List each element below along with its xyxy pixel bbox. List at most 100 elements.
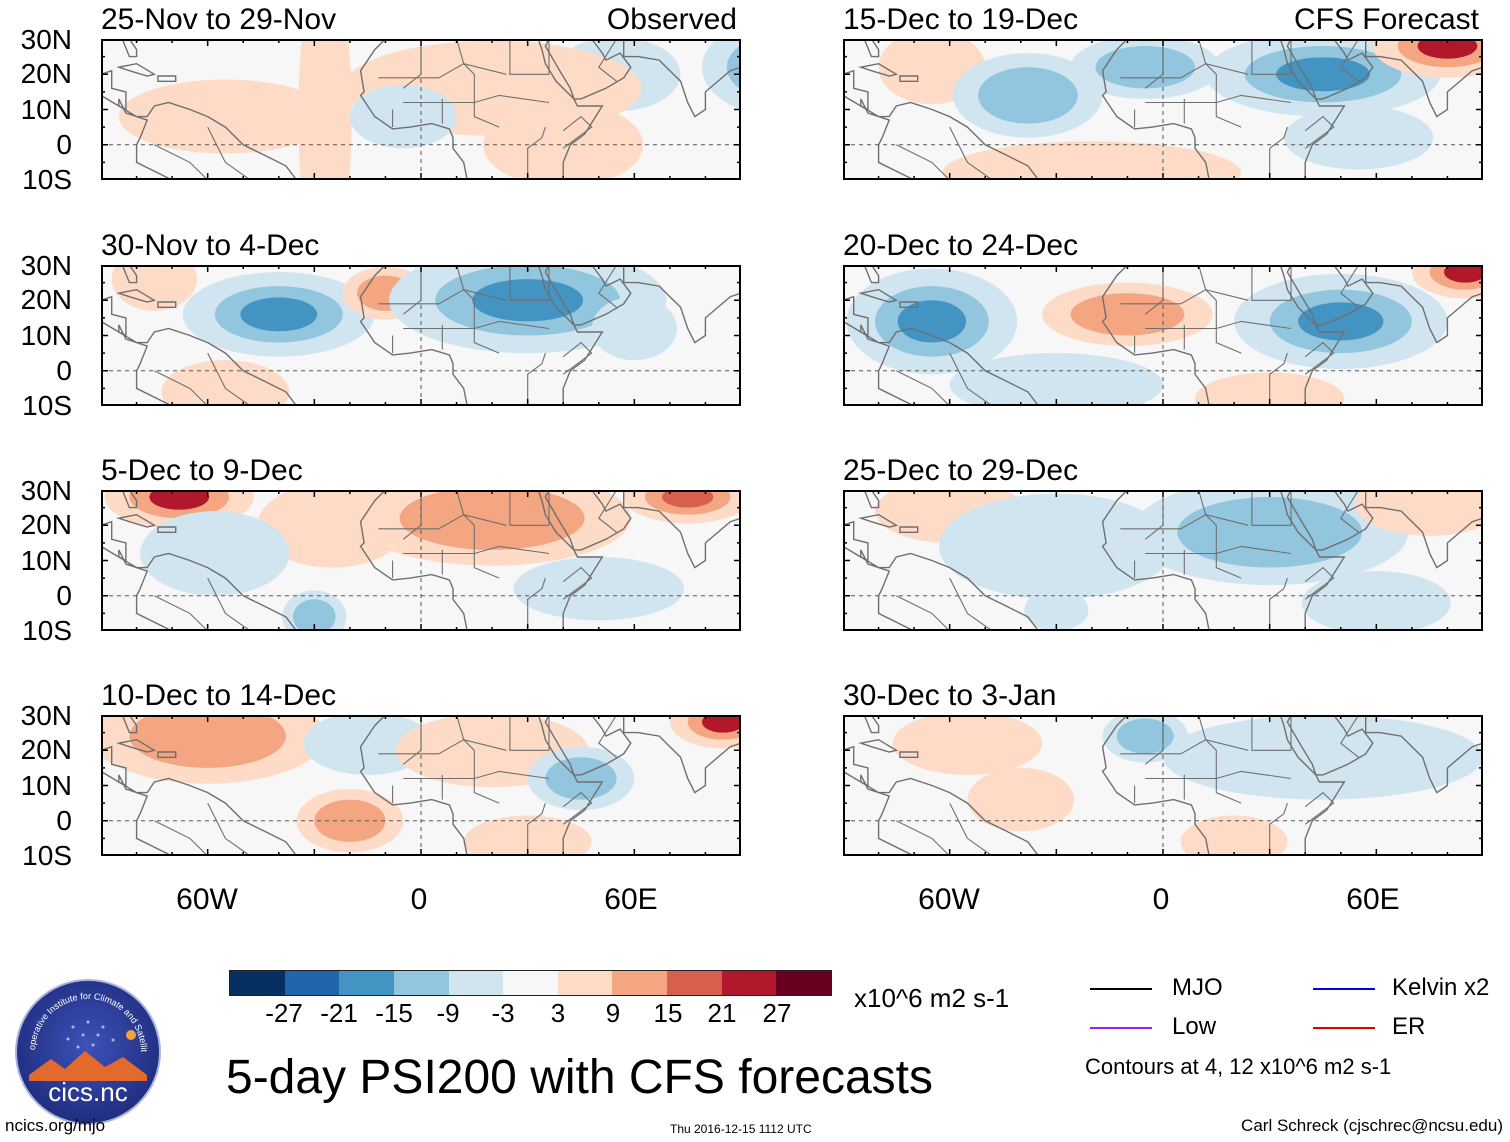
anomaly-core — [910, 52, 954, 83]
colorbar-label: -15 — [375, 998, 413, 1028]
country-border — [1120, 289, 1249, 305]
coastline — [101, 520, 127, 562]
country-border — [509, 715, 550, 751]
country-border — [1340, 490, 1360, 533]
coastline — [118, 98, 298, 180]
anomaly-core — [937, 730, 998, 756]
anomaly-core — [342, 730, 394, 756]
coastline — [899, 75, 919, 82]
panel-date-title: 25-Nov to 29-Nov — [101, 3, 337, 36]
coastline — [118, 324, 298, 406]
lon-label: 60E — [604, 883, 658, 916]
country-border — [456, 265, 500, 354]
colorbar-swatch — [393, 971, 449, 995]
country-border — [1251, 715, 1292, 751]
lat-label: 10S — [22, 840, 72, 871]
country-border — [378, 63, 507, 79]
country-border — [949, 126, 993, 180]
colorbar-label: -9 — [436, 998, 460, 1028]
coastline — [116, 513, 157, 528]
footer-url[interactable]: ncics.org/mjo — [5, 1116, 106, 1135]
country-border — [509, 39, 550, 75]
country-border — [403, 94, 550, 104]
map-panel — [101, 265, 741, 406]
coastline — [359, 490, 604, 631]
country-border — [1269, 126, 1288, 180]
lon-label: 60W — [918, 883, 980, 916]
country-border — [949, 577, 993, 631]
coastline — [1101, 39, 1346, 180]
coastline — [157, 301, 177, 308]
legend-line-mjo — [1090, 988, 1152, 990]
coastline — [544, 39, 632, 100]
lat-label: 10N — [20, 770, 72, 801]
coastline — [843, 69, 869, 111]
coastline — [843, 39, 880, 58]
country-border — [456, 490, 500, 579]
coastline — [116, 62, 157, 77]
map-panel — [843, 265, 1483, 406]
coastline — [623, 265, 741, 344]
country-border — [527, 802, 546, 856]
map-panel — [101, 39, 741, 180]
colorbar-label: 3 — [550, 998, 566, 1028]
legend-label-low: Low — [1172, 1013, 1217, 1040]
coastline — [623, 490, 741, 569]
coastline — [1286, 715, 1374, 776]
country-border — [1251, 39, 1292, 75]
anomaly-core — [240, 297, 318, 332]
coastline — [118, 549, 298, 631]
lat-label: 10N — [20, 320, 72, 351]
lat-label: 10N — [20, 545, 72, 576]
lon-label: 60W — [176, 883, 238, 916]
coastline — [1286, 39, 1374, 100]
coastline — [858, 62, 899, 77]
lat-label: 10S — [22, 164, 72, 195]
legend-label-er: ER — [1392, 1013, 1426, 1040]
anomaly-core — [1346, 590, 1407, 616]
coastline — [544, 265, 632, 326]
colorbar-swatch — [448, 971, 504, 995]
anomaly-core — [1298, 302, 1384, 341]
colorbar-label: 27 — [762, 998, 792, 1028]
country-border — [598, 490, 618, 533]
country-border — [527, 352, 546, 406]
country-border — [598, 715, 618, 758]
coastline — [157, 751, 177, 758]
timestamp: Thu 2016-12-15 1112 UTC — [670, 1122, 812, 1136]
coastline — [1365, 39, 1483, 118]
country-border — [1269, 577, 1288, 631]
country-border — [1198, 265, 1242, 354]
coastline — [1365, 265, 1483, 344]
lat-label: 30N — [20, 700, 72, 731]
coastline — [101, 715, 138, 734]
panel-date-title: 10-Dec to 14-Dec — [101, 679, 337, 712]
lat-label: 0 — [56, 805, 72, 836]
colorbar-units: x10^6 m2 s-1 — [854, 983, 1010, 1013]
country-border — [598, 265, 618, 308]
country-border — [403, 545, 550, 555]
footer-author: Carl Schreck (cjschrec@ncsu.edu) — [1241, 1116, 1503, 1135]
country-border — [403, 770, 550, 780]
anomaly-core — [453, 735, 531, 766]
lat-label: 10S — [22, 615, 72, 646]
coastline — [843, 490, 880, 509]
cics-logo: Cooperative Institute for Climate and Sa… — [13, 977, 161, 1125]
coastline — [843, 265, 880, 284]
lat-label: 20N — [20, 734, 72, 765]
country-border — [1145, 94, 1292, 104]
coastline — [623, 39, 741, 118]
map-panel — [843, 715, 1483, 856]
coastline — [860, 324, 1040, 406]
lat-label: 0 — [56, 580, 72, 611]
panel-date-title: 25-Dec to 29-Dec — [843, 454, 1079, 487]
anomaly-core — [182, 101, 269, 132]
country-border — [527, 126, 546, 180]
colorbar-swatch — [612, 971, 668, 995]
lon-label: 0 — [410, 883, 428, 916]
coastline — [858, 738, 899, 753]
panel-date-title: 5-Dec to 9-Dec — [101, 454, 303, 487]
anomaly-core — [1115, 54, 1176, 80]
country-border — [456, 715, 500, 804]
country-border — [1269, 352, 1288, 406]
